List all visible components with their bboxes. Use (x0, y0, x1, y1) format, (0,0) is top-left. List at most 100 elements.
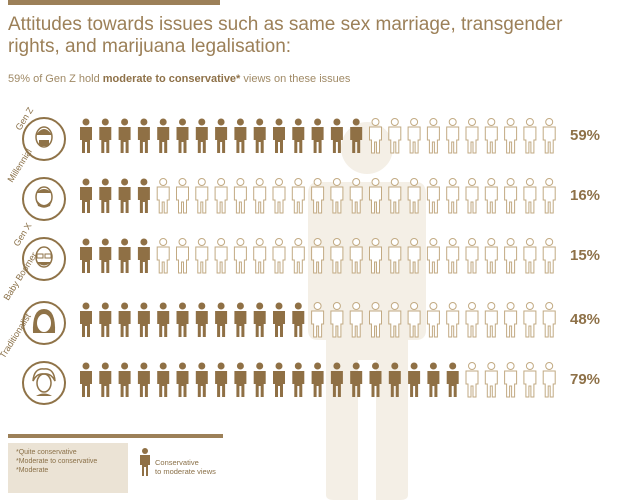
person-icon-empty (272, 178, 286, 214)
person-icon-filled (195, 302, 208, 337)
person-icon-filled (369, 362, 382, 397)
footnote-line: *Moderate (16, 467, 49, 474)
baby-boomer-avatar-icon (22, 301, 66, 345)
person-icon-empty (523, 302, 537, 338)
person-icon-empty (426, 118, 440, 154)
legend-key-label: Conservative to moderate views (155, 458, 216, 476)
person-icon-empty (349, 178, 363, 214)
person-icon-empty (504, 118, 518, 154)
person-icon-empty (407, 178, 421, 214)
person-icon-empty (542, 178, 556, 214)
person-icon-empty (176, 238, 189, 274)
person-icon-empty (426, 302, 440, 338)
person-icon-empty (388, 302, 402, 338)
person-icon-filled (292, 302, 305, 337)
person-icon-filled (118, 238, 131, 273)
person-icon (140, 448, 150, 476)
person-icon-filled (292, 362, 305, 397)
figure-strip (80, 302, 556, 338)
person-icon-filled (253, 302, 266, 337)
person-icon-empty (504, 302, 518, 338)
person-icon-filled (195, 118, 208, 153)
person-icon-filled (80, 238, 92, 273)
person-icon-filled (176, 118, 189, 153)
person-icon-empty (523, 362, 537, 398)
person-icon-empty (484, 362, 498, 398)
person-icon-empty (484, 238, 498, 274)
person-icon-empty (465, 362, 479, 398)
person-icon-filled (234, 118, 247, 153)
person-icon-empty (542, 238, 556, 274)
person-icon-empty (233, 178, 247, 214)
person-icon-empty (176, 178, 189, 214)
person-icon-filled (99, 118, 112, 153)
person-icon-empty (291, 238, 305, 274)
person-icon-empty (369, 302, 382, 338)
person-icon-empty (388, 118, 402, 154)
person-icon-filled (311, 118, 324, 153)
percent-label: 16% (570, 187, 601, 204)
person-icon-empty (253, 178, 267, 214)
person-icon-filled (99, 178, 112, 213)
person-icon-empty (446, 118, 460, 154)
person-icon-filled (157, 302, 170, 337)
person-icon-filled (195, 362, 208, 397)
person-icon-filled (80, 302, 92, 337)
person-icon-empty (349, 302, 363, 338)
person-icon-filled (118, 302, 131, 337)
person-icon-filled (408, 362, 421, 397)
person-icon-empty (504, 178, 518, 214)
person-icon-filled (137, 178, 150, 213)
person-icon-empty (156, 238, 170, 274)
person-icon-empty (542, 302, 556, 338)
person-icon-filled (118, 178, 131, 213)
person-icon-filled (273, 362, 285, 397)
millennial-avatar-icon (22, 177, 66, 221)
person-icon-filled (80, 178, 92, 213)
person-icon-filled (253, 362, 266, 397)
person-icon-empty (523, 178, 537, 214)
person-icon-empty (446, 302, 460, 338)
figure-strip (80, 362, 556, 398)
row-gen-x: Gen X 15% (0, 221, 619, 292)
percent-label: 79% (570, 371, 601, 388)
person-icon-empty (465, 238, 479, 274)
footnote-line: *Moderate to conservative (16, 458, 98, 465)
person-icon-empty (195, 178, 209, 214)
person-icon-empty (407, 238, 421, 274)
person-icon-empty (426, 238, 440, 274)
bottom-accent-bar (8, 434, 223, 438)
person-icon-filled (273, 118, 285, 153)
person-icon-empty (214, 238, 228, 274)
figure-strip (80, 178, 556, 214)
person-icon-filled (350, 362, 363, 397)
person-icon-empty (426, 178, 440, 214)
person-icon-empty (504, 362, 518, 398)
person-icon-filled (292, 118, 305, 153)
row-millennial: Millennial 16% (0, 147, 619, 232)
gen-x-avatar-icon (22, 237, 66, 281)
person-icon-empty (330, 178, 344, 214)
person-icon-filled (137, 118, 150, 153)
person-icon-empty (388, 178, 402, 214)
percent-label: 59% (570, 127, 601, 144)
person-icon-empty (369, 238, 382, 274)
person-icon-empty (233, 238, 247, 274)
person-icon-filled (350, 118, 363, 153)
footnote-box: *Quite conservative *Moderate to conserv… (8, 443, 128, 493)
person-icon-empty (484, 302, 498, 338)
person-icon-filled (215, 118, 228, 153)
person-icon-empty (446, 178, 460, 214)
percent-label: 48% (570, 311, 601, 328)
person-icon-filled (137, 362, 150, 397)
person-icon-filled (157, 118, 170, 153)
percent-label: 15% (570, 247, 601, 264)
person-icon-filled (157, 362, 170, 397)
traditionalist-avatar-icon (22, 361, 66, 405)
person-icon-empty (407, 302, 421, 338)
footnote-line: *Quite conservative (16, 449, 77, 456)
person-icon-filled (427, 362, 440, 397)
person-icon-empty (465, 178, 479, 214)
person-icon-empty (272, 238, 286, 274)
person-icon-filled (176, 362, 189, 397)
